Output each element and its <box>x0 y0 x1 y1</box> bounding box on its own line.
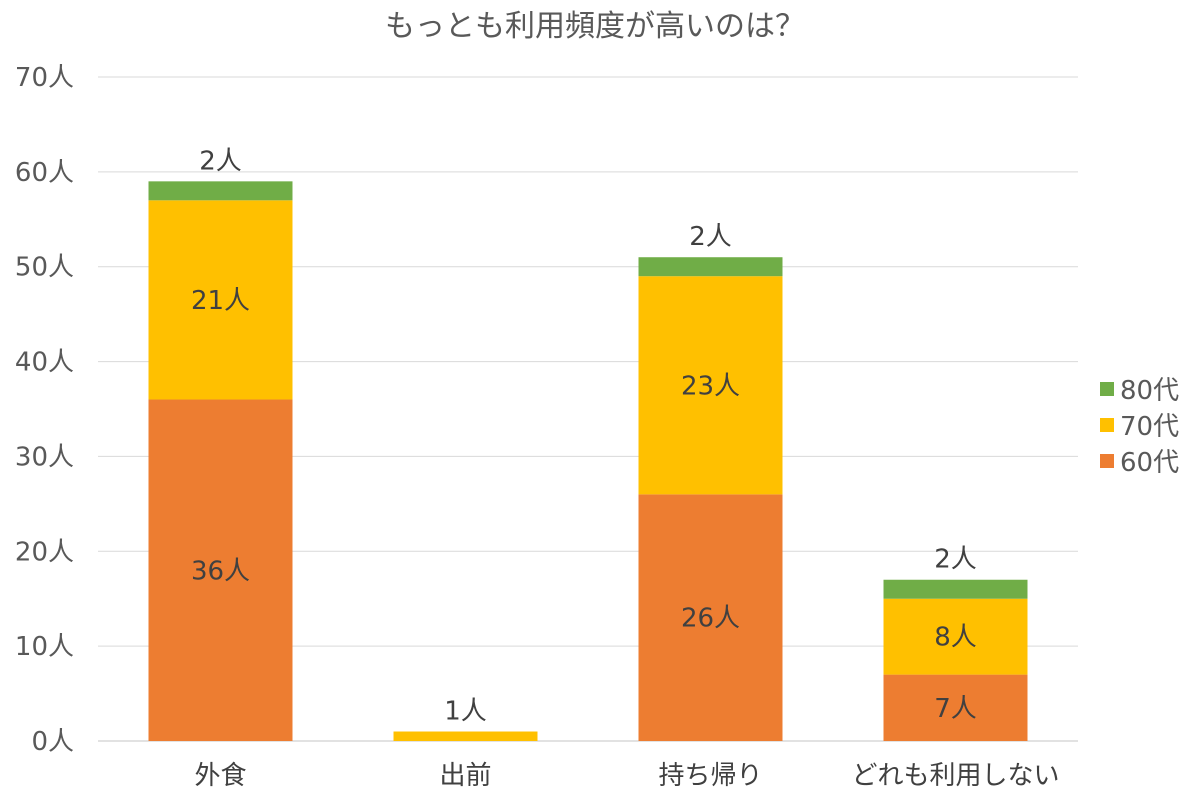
legend-swatch <box>1100 454 1114 468</box>
bar-segment <box>883 579 1028 599</box>
data-label: 21人 <box>191 286 250 316</box>
legend-entry: 70代 <box>1120 412 1179 442</box>
data-label: 2人 <box>934 545 977 575</box>
category-label: どれも利用しない <box>851 761 1059 791</box>
data-label: 26人 <box>681 604 740 634</box>
bar-segment <box>148 399 293 741</box>
data-label: 8人 <box>934 623 977 653</box>
category-label: 持ち帰り <box>658 761 762 791</box>
bar-segment <box>883 598 1028 675</box>
y-tick-label: 50人 <box>15 253 74 283</box>
y-tick-label: 40人 <box>15 348 74 378</box>
bar-segment <box>883 674 1028 741</box>
bar-segment <box>638 276 783 495</box>
bar-segment <box>638 257 783 277</box>
y-axis-tick-labels: 0人 10人 20人 30人 40人 50人 60人 70人 <box>15 63 74 757</box>
legend: 80代 70代 60代 <box>1100 376 1179 478</box>
bars <box>148 181 1028 741</box>
bar-segment <box>148 200 293 400</box>
y-tick-label: 0人 <box>31 727 74 757</box>
bar-segment <box>638 494 783 741</box>
x-axis-category-labels: 外食 出前 持ち帰り どれも利用しない <box>194 761 1059 791</box>
data-label: 2人 <box>689 222 732 252</box>
data-label: 2人 <box>199 146 242 176</box>
bar-segment <box>148 181 293 201</box>
legend-swatch <box>1100 382 1114 396</box>
y-tick-label: 30人 <box>15 442 74 472</box>
category-label: 外食 <box>194 761 246 791</box>
category-label: 出前 <box>439 761 491 791</box>
data-labels: 36人 21人 2人 1人 26人 23人 2人 7人 8人 2人 <box>191 146 977 726</box>
data-label: 36人 <box>191 556 250 586</box>
chart-title: もっとも利用頻度が高いのは？ <box>385 9 805 44</box>
y-tick-label: 60人 <box>15 158 74 188</box>
legend-swatch <box>1100 418 1114 432</box>
y-tick-label: 70人 <box>15 63 74 93</box>
y-tick-label: 10人 <box>15 632 74 662</box>
bar-segment <box>393 731 538 741</box>
legend-entry: 80代 <box>1120 376 1179 406</box>
data-label: 23人 <box>681 371 740 401</box>
data-label: 7人 <box>934 694 977 724</box>
data-label: 1人 <box>444 697 487 727</box>
y-tick-label: 20人 <box>15 537 74 567</box>
legend-entry: 60代 <box>1120 448 1179 478</box>
